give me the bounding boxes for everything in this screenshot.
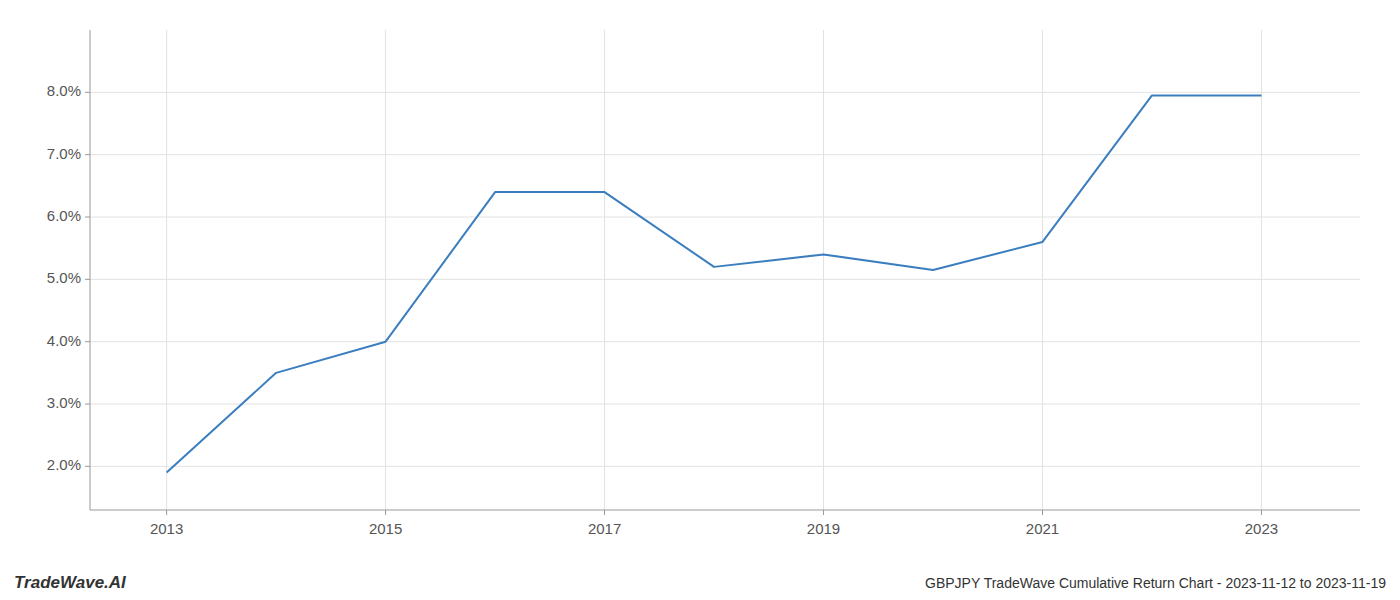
y-tick: [85, 92, 90, 93]
y-grid-line: [90, 279, 1360, 280]
x-tick: [823, 510, 824, 515]
y-tick-label: 4.0%: [47, 332, 81, 349]
y-tick: [85, 154, 90, 155]
y-grid-line: [90, 404, 1360, 405]
data-line: [167, 95, 1262, 472]
y-tick-label: 6.0%: [47, 207, 81, 224]
x-tick-label: 2015: [369, 520, 402, 537]
y-grid-line: [90, 217, 1360, 218]
grid: [90, 30, 1360, 510]
y-grid-line: [90, 154, 1360, 155]
x-tick: [385, 510, 386, 515]
y-tick: [85, 341, 90, 342]
x-tick-label: 2017: [588, 520, 621, 537]
chart-svg: 2.0% 3.0% 4.0% 5.0% 6.0% 7.0% 8.0% 2013 2015 2017…: [0, 0, 1400, 600]
y-tick: [85, 217, 90, 218]
x-tick: [604, 510, 605, 515]
x-grid-line: [166, 30, 167, 510]
y-tick-label: 5.0%: [47, 269, 81, 286]
watermark: TradeWave.AI: [14, 573, 127, 592]
y-tick-label: 3.0%: [47, 394, 81, 411]
y-grid-line: [90, 341, 1360, 342]
y-tick-label: 8.0%: [47, 82, 81, 99]
x-tick: [1042, 510, 1043, 515]
x-tick: [166, 510, 167, 515]
chart-title: GBPJPY TradeWave Cumulative Return Chart…: [925, 575, 1386, 591]
x-grid-line: [1042, 30, 1043, 510]
axes: 2.0% 3.0% 4.0% 5.0% 6.0% 7.0% 8.0% 2013 2015 2017…: [47, 30, 1360, 537]
y-grid-line: [90, 92, 1360, 93]
y-axis-line: [90, 30, 91, 510]
y-tick-label: 7.0%: [47, 145, 81, 162]
x-axis-line: [90, 510, 1360, 511]
x-grid-line: [823, 30, 824, 510]
x-tick: [1261, 510, 1262, 515]
x-tick-label: 2021: [1026, 520, 1059, 537]
x-tick-label: 2013: [150, 520, 183, 537]
y-tick-label: 2.0%: [47, 456, 81, 473]
y-grid-line: [90, 466, 1360, 467]
chart-container: 2.0% 3.0% 4.0% 5.0% 6.0% 7.0% 8.0% 2013 2015 2017…: [0, 0, 1400, 600]
x-tick-label: 2023: [1245, 520, 1278, 537]
x-grid-line: [1261, 30, 1262, 510]
x-tick-label: 2019: [807, 520, 840, 537]
x-grid-line: [385, 30, 386, 510]
plot-area: [167, 95, 1262, 472]
x-grid-line: [604, 30, 605, 510]
y-tick: [85, 279, 90, 280]
y-tick: [85, 404, 90, 405]
y-tick: [85, 466, 90, 467]
